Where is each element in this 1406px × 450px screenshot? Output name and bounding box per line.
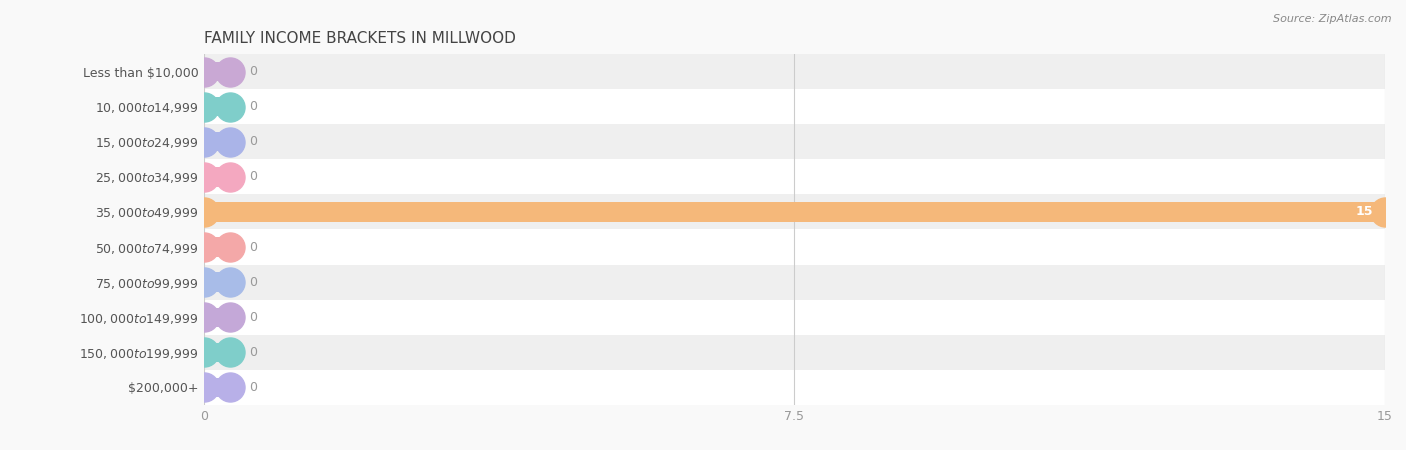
Text: 0: 0 <box>249 276 257 288</box>
Bar <box>204 273 229 292</box>
Text: 0: 0 <box>249 241 257 253</box>
Bar <box>204 159 1385 194</box>
Bar <box>204 194 1385 230</box>
Text: 0: 0 <box>249 346 257 359</box>
Bar <box>204 97 229 116</box>
Bar <box>204 230 1385 265</box>
Bar <box>204 89 1385 124</box>
Text: Source: ZipAtlas.com: Source: ZipAtlas.com <box>1274 14 1392 23</box>
Bar <box>204 378 229 397</box>
Bar <box>204 132 229 151</box>
Text: 0: 0 <box>249 100 257 113</box>
Bar <box>204 308 229 327</box>
Bar <box>204 343 229 362</box>
Bar <box>204 300 1385 335</box>
Text: FAMILY INCOME BRACKETS IN MILLWOOD: FAMILY INCOME BRACKETS IN MILLWOOD <box>204 31 516 46</box>
Bar <box>204 62 229 81</box>
Bar <box>204 54 1385 89</box>
Text: 15: 15 <box>1355 206 1374 218</box>
Bar <box>204 202 1385 221</box>
Bar <box>204 124 1385 159</box>
Text: 0: 0 <box>249 135 257 148</box>
Text: 0: 0 <box>249 171 257 183</box>
Text: 0: 0 <box>249 65 257 78</box>
Bar <box>204 370 1385 405</box>
Text: 0: 0 <box>249 381 257 394</box>
Bar <box>204 335 1385 370</box>
Bar <box>204 238 229 256</box>
Bar <box>204 167 229 186</box>
Bar <box>204 265 1385 300</box>
Text: 0: 0 <box>249 311 257 324</box>
